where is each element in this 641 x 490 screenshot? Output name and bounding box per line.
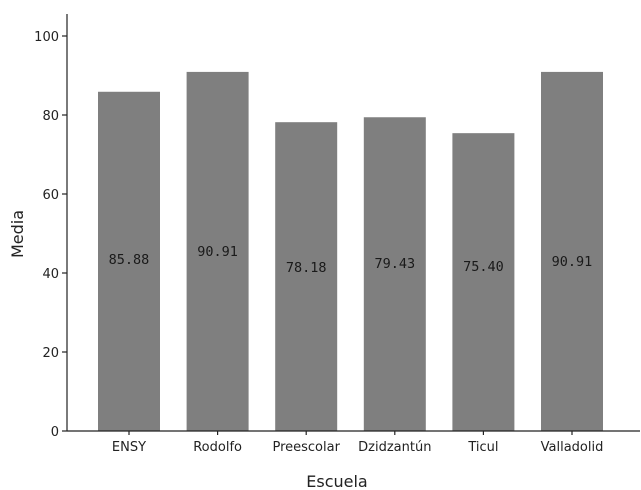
x-axis: ENSY Rodolfo Preescolar Dzidzantún Ticul Vall…: [67, 430, 640, 455]
y-tick-label: 80: [42, 109, 59, 124]
y-tick-label: 60: [42, 188, 59, 203]
x-axis-title: Escuela: [306, 472, 367, 490]
bar-dzidzantún: [363, 117, 426, 432]
data-labels-group: 85.88 90.91 78.18 79.43 75.40 90.91: [109, 244, 593, 276]
y-tick-label: 100: [34, 30, 59, 45]
y-tick-label: 0: [51, 425, 59, 440]
x-tick-label: Preescolar: [272, 440, 340, 455]
y-tick-label: 40: [42, 267, 59, 282]
x-tick-label: Rodolfo: [193, 440, 242, 455]
bar-rodolfo: [186, 71, 249, 431]
x-tick-label: Valladolid: [541, 440, 604, 455]
bars-group: [98, 71, 603, 432]
x-tick-label: Dzidzantún: [358, 440, 431, 455]
y-tick-label: 20: [42, 346, 59, 361]
bar-valladolid: [541, 71, 603, 431]
bar-ticul: [452, 133, 515, 432]
bar-ensy: [98, 91, 160, 432]
data-label: 79.43: [374, 256, 415, 272]
data-label: 75.40: [463, 259, 504, 275]
x-tick-label: ENSY: [112, 440, 146, 455]
data-label: 90.91: [197, 244, 238, 260]
y-axis-title: Media: [8, 210, 27, 258]
data-label: 85.88: [109, 252, 150, 268]
x-tick-label: Ticul: [467, 440, 498, 455]
bar-preescolar: [275, 122, 338, 432]
y-axis: 0 20 40 60 80 100: [34, 14, 68, 440]
data-label: 78.18: [286, 260, 327, 276]
data-label: 90.91: [552, 254, 593, 270]
